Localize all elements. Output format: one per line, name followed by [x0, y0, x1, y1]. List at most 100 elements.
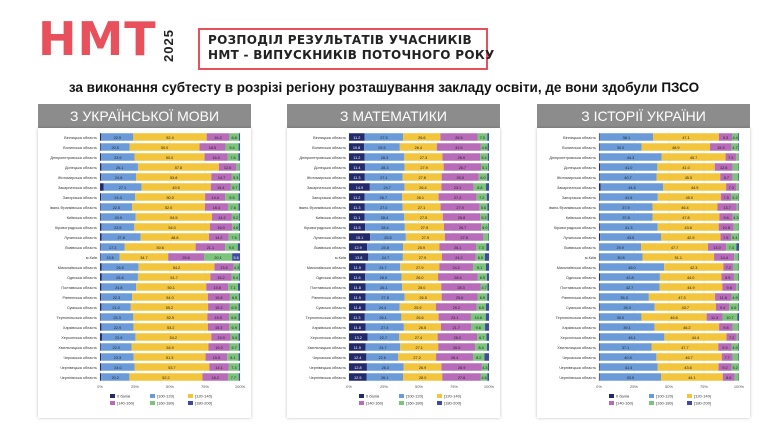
data-label: 53.7: [168, 366, 175, 370]
bar-segment: [599, 363, 600, 371]
bar-segment: [238, 303, 240, 311]
data-label: 26.5: [457, 176, 464, 180]
bar-segment: [405, 233, 445, 241]
bar-segment: [349, 173, 365, 181]
data-label: 4.3: [482, 366, 487, 370]
data-label: 46.4: [681, 206, 688, 210]
bar-segment: [599, 183, 601, 191]
bar-segment: [100, 243, 125, 251]
bar-segment: [657, 223, 719, 231]
data-label: 24.8: [115, 176, 122, 180]
bar-segment: [722, 373, 735, 381]
data-label: 14.2: [215, 236, 222, 240]
bar-segment: [349, 223, 366, 231]
bar-segment: [349, 273, 366, 281]
bar-segment: [599, 143, 600, 151]
chart-math: Вінницька область 11.2 27.5 26.6 26.5 7.0 Воли…: [299, 132, 495, 406]
data-label: 27.5: [420, 216, 427, 220]
bar-segment: [722, 283, 737, 291]
data-label: 27.8: [419, 176, 426, 180]
bar-segment: [238, 223, 240, 231]
bar-segment: [136, 283, 207, 291]
bar-segment: [720, 233, 732, 241]
bar-segment: [738, 143, 739, 151]
data-label: 11.3: [353, 176, 360, 180]
bar-segment: [364, 173, 403, 181]
bar-segment: [656, 353, 722, 361]
bar-segment: [718, 133, 732, 141]
data-label: 7.8: [230, 156, 235, 160]
bar-segment: [101, 223, 135, 231]
data-label: 15.3: [215, 306, 222, 310]
bar-segment: [738, 133, 739, 141]
chart-panel-math: Вінницька область 11.2 27.5 26.6 26.5 7.0 Воли…: [287, 128, 500, 418]
data-label: 22.5: [113, 206, 120, 210]
bar-segment: [599, 223, 600, 231]
data-label: 9.1: [477, 266, 482, 270]
data-label: 4.4: [732, 136, 737, 140]
bar-segment: [402, 283, 442, 291]
bar-segment: [100, 163, 102, 171]
bar-segment: [195, 243, 226, 251]
legend-label: [180-200]: [694, 401, 711, 406]
bar-segment: [225, 243, 238, 251]
bar-segment: [732, 353, 739, 361]
legend-swatch: [399, 401, 404, 405]
data-label: 39.1: [623, 326, 630, 330]
data-label: 42.7: [626, 286, 633, 290]
data-label: 12.8: [354, 366, 361, 370]
data-label: 9.2: [722, 366, 727, 370]
category-label: Київська область: [316, 216, 346, 220]
data-label: 28.3: [457, 286, 464, 290]
bar-segment: [480, 283, 488, 291]
bar-segment: [364, 163, 405, 171]
data-label: 6.5: [478, 256, 483, 260]
data-label: 11.2: [353, 196, 360, 200]
bar-segment: [399, 333, 438, 341]
data-label: 44.4: [692, 336, 699, 340]
bar-segment: [238, 143, 240, 151]
bar-segment: [599, 333, 665, 341]
bar-segment: [133, 353, 206, 361]
category-label: Вінницька область: [563, 136, 596, 140]
data-label: 57.8: [175, 166, 182, 170]
data-label: 5.4: [732, 236, 737, 240]
data-label: 12.4: [354, 356, 361, 360]
legend-swatch: [437, 401, 442, 405]
bar-segment: [435, 303, 477, 311]
bar-segment: [100, 343, 101, 351]
bar-segment: [715, 293, 732, 301]
bar-segment: [599, 223, 658, 231]
bar-segment: [140, 233, 209, 241]
data-label: 50.0: [166, 156, 173, 160]
bar-segment: [486, 243, 489, 251]
bar-segment: [404, 293, 442, 301]
bar-segment: [239, 323, 240, 331]
data-label: 25.9: [414, 306, 421, 310]
bar-segment: [238, 313, 240, 321]
bar-segment: [364, 133, 404, 141]
data-label: 9.3: [723, 136, 728, 140]
data-label: 5.7: [232, 186, 237, 190]
category-label: Житомирська область: [58, 176, 97, 180]
data-label: 28.4: [454, 276, 461, 280]
category-label: Закарпатська область: [58, 186, 97, 190]
bar-segment: [726, 183, 737, 191]
bar-segment: [366, 353, 398, 361]
category-label: Чернівецька область: [559, 366, 596, 370]
data-label: 21.0: [112, 306, 119, 310]
bar-segment: [204, 153, 228, 161]
bar-segment: [228, 233, 240, 241]
bar-segment: [130, 303, 209, 311]
legend-label: 0 балів: [117, 394, 130, 399]
data-label: 17.3: [109, 246, 116, 250]
category-label: Хмельницька область: [307, 346, 346, 350]
category-label: Херсонська область: [61, 336, 97, 340]
bar-segment: [207, 293, 230, 301]
data-label: 52.0: [165, 206, 172, 210]
bar-segment: [486, 273, 489, 281]
bar-segment: [349, 303, 366, 311]
bar-segment: [239, 273, 240, 281]
category-label: Полтавська область: [310, 286, 346, 290]
data-label: 28.4: [381, 216, 388, 220]
